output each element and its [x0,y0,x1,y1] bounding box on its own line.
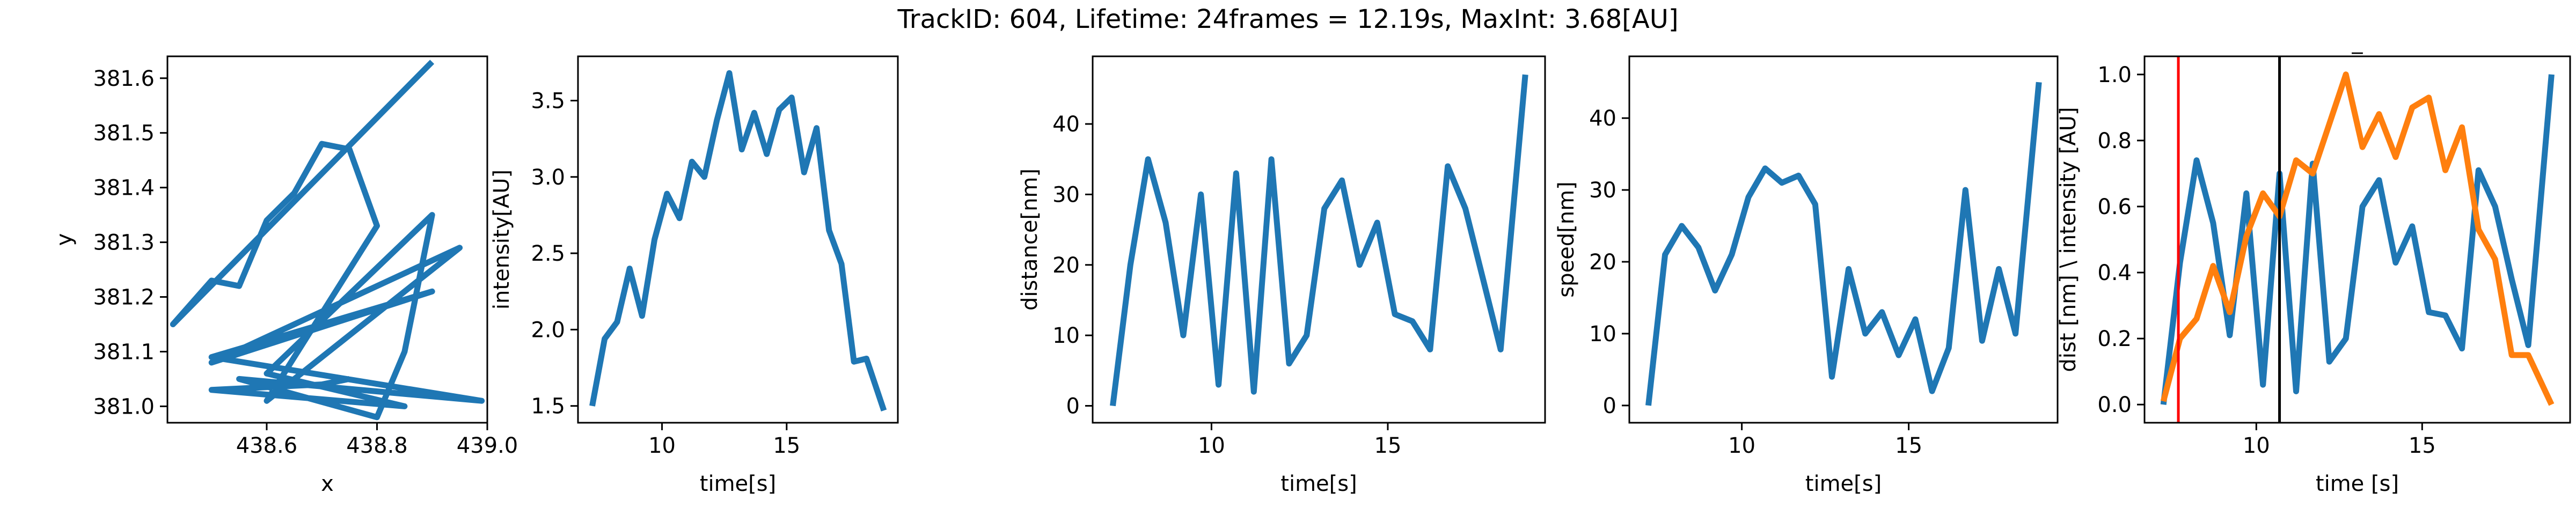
x-tick-label: 15 [1374,433,1402,458]
y-tick-label: 3.5 [531,89,565,114]
series-line-1 [1110,74,1528,407]
y-axis-label: intensity[AU] [489,170,514,310]
y-axis-label: speed[nm] [1554,181,1579,297]
y-tick-label: 1.0 [2097,63,2132,87]
y-tick-label: 0.8 [2097,129,2132,153]
x-axis-label: time [s] [2316,472,2399,496]
axes-frame [1092,55,1546,424]
y-tick-label: 1.5 [531,394,565,419]
x-tick-label: 15 [2409,433,2436,458]
y-tick-label: 381.1 [93,340,155,364]
x-axis-label: time[s] [700,472,776,496]
axes-frame [577,55,899,424]
series-line-1 [589,70,887,411]
y-tick-label: 10 [1589,322,1616,347]
series-line-1 [170,60,485,421]
x-axis-label: time[s] [1805,472,1882,496]
y-tick-label: 40 [1052,112,1080,137]
y-axis-label: dist [nm] \ intensity [AU] [2056,107,2081,372]
x-tick-label: 15 [773,433,800,458]
series-line-2 [2160,71,2555,406]
y-tick-label: 0 [1066,394,1080,418]
figure-title: TrackID: 604, Lifetime: 24frames = 12.19… [897,4,1679,34]
subplot-3: 10 15 0 10 20 30 40 time[s] distance[nm] [1018,55,1546,496]
x-axis-label: time[s] [1280,472,1357,496]
subplot-5: 10 15 0.0 0.2 0.4 0.6 0.8 1.0 time [s] dist [nm] … [2056,30,2571,496]
y-tick-label: 3.0 [531,165,565,190]
y-tick-label: 40 [1589,106,1616,131]
y-tick-label: 30 [1052,182,1080,207]
subplot-4: 10 15 0 10 20 30 40 time[s] speed[nm] [1554,55,2059,496]
y-tick-label: 0 [1603,394,1616,418]
axes-frame [2143,55,2571,424]
y-tick-label: 20 [1589,250,1616,275]
y-tick-label: 30 [1589,178,1616,203]
subplot-1: 438.6 438.8 439.0 381.0 381.1 381.2 381.3 381.4… [52,55,518,496]
y-tick-label: 0.4 [2097,261,2132,285]
y-tick-label: 381.2 [93,285,155,310]
x-tick-label: 438.8 [346,433,408,458]
y-tick-label: 20 [1052,253,1080,278]
y-axis-label: y [52,233,77,246]
y-tick-label: 381.3 [93,231,155,255]
x-tick-label: 439.0 [457,433,518,458]
x-tick-label: 15 [1895,433,1922,458]
y-tick-label: 2.5 [531,241,565,266]
subplot-title: _ [2352,30,2363,54]
y-tick-label: 10 [1052,323,1080,348]
y-tick-label: 381.4 [93,176,155,201]
x-tick-label: 438.6 [236,433,298,458]
subplot-2: 10 15 1.5 2.0 2.5 3.0 3.5 time[s] intensity[AU] [489,55,899,496]
x-tick-label: 10 [1728,433,1755,458]
axes-frame [166,55,488,424]
x-tick-label: 10 [648,433,676,458]
y-tick-label: 381.6 [93,67,155,91]
y-tick-label: 0.0 [2097,393,2132,417]
x-axis-label: x [321,472,334,496]
axes-frame [1628,55,2059,424]
x-tick-label: 10 [1198,433,1225,458]
y-tick-label: 381.0 [93,394,155,419]
y-tick-label: 0.2 [2097,327,2132,351]
y-tick-label: 0.6 [2097,195,2132,219]
y-tick-label: 381.5 [93,121,155,146]
y-axis-label: distance[nm] [1018,168,1042,311]
series-line-1 [1645,82,2042,406]
series-line-1 [2160,74,2555,405]
y-tick-label: 2.0 [531,318,565,342]
x-tick-label: 10 [2243,433,2270,458]
